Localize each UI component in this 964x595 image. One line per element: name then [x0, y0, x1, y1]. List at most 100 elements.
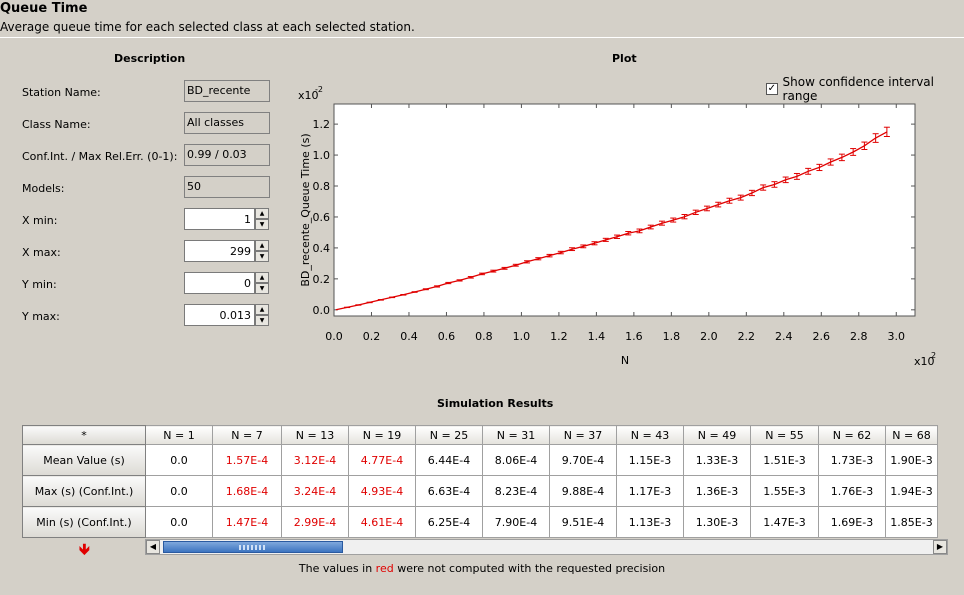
- x-tick-label: 0.8: [475, 330, 493, 343]
- scroll-left-button[interactable]: ◀: [146, 540, 160, 554]
- table-cell[interactable]: 6.44E-4: [415, 444, 483, 476]
- table-cell[interactable]: 8.23E-4: [482, 475, 550, 507]
- show-ci-label: Show confidence interval range: [782, 75, 934, 103]
- table-cell[interactable]: 1.47E-4: [212, 506, 282, 538]
- table-cell[interactable]: 4.61E-4: [348, 506, 416, 538]
- column-header[interactable]: N = 13: [281, 425, 349, 445]
- table-cell[interactable]: 6.25E-4: [415, 506, 483, 538]
- y-multiplier: x10: [298, 89, 319, 102]
- x-min-input[interactable]: 1: [184, 208, 255, 230]
- x-max-down-button[interactable]: ▼: [255, 251, 269, 262]
- x-tick-label: 1.8: [663, 330, 681, 343]
- x-multiplier: x10: [914, 355, 935, 368]
- table-cell[interactable]: 1.76E-3: [818, 475, 886, 507]
- table-cell[interactable]: 7.90E-4: [482, 506, 550, 538]
- table-corner-header: *: [22, 425, 146, 445]
- checkbox-check-icon[interactable]: ✓: [766, 83, 778, 95]
- x-axis-label: N: [621, 354, 629, 367]
- table-cell[interactable]: 1.13E-3: [616, 506, 684, 538]
- table-cell[interactable]: 1.57E-4: [212, 444, 282, 476]
- page-title: Queue Time: [0, 1, 88, 16]
- column-header[interactable]: N = 25: [415, 425, 483, 445]
- table-row: Min (s) (Conf.Int.) 0.0 1.47E-4 2.99E-4 4.61…: [22, 506, 938, 538]
- models-field: 50: [184, 176, 270, 198]
- x-multiplier-exponent: 2: [931, 351, 936, 360]
- y-max-label: Y max:: [22, 310, 60, 323]
- y-min-up-button[interactable]: ▲: [255, 272, 269, 283]
- column-header[interactable]: N = 43: [616, 425, 684, 445]
- row-header[interactable]: Mean Value (s): [22, 444, 146, 476]
- table-cell[interactable]: 2.99E-4: [281, 506, 349, 538]
- table-cell[interactable]: 0.0: [145, 444, 213, 476]
- table-cell[interactable]: 1.69E-3: [818, 506, 886, 538]
- table-row: Mean Value (s) 0.0 1.57E-4 3.12E-4 4.77E-4 6.…: [22, 444, 938, 476]
- y-min-spinner: 0 ▲ ▼: [184, 272, 270, 294]
- table-cell[interactable]: 1.47E-3: [750, 506, 819, 538]
- x-max-up-button[interactable]: ▲: [255, 240, 269, 251]
- y-max-input[interactable]: 0.013: [184, 304, 255, 326]
- conf-int-field: 0.99 / 0.03: [184, 144, 270, 166]
- table-cell[interactable]: 1.33E-3: [683, 444, 751, 476]
- table-horizontal-scrollbar[interactable]: ◀ ▶: [145, 539, 948, 555]
- column-header[interactable]: N = 7: [212, 425, 282, 445]
- scrollbar-grip-icon: [239, 545, 265, 550]
- x-min-down-button[interactable]: ▼: [255, 219, 269, 230]
- scrollbar-thumb[interactable]: [163, 541, 343, 553]
- y-min-down-button[interactable]: ▼: [255, 283, 269, 294]
- scroll-right-button[interactable]: ▶: [933, 540, 947, 554]
- x-min-up-button[interactable]: ▲: [255, 208, 269, 219]
- plot-heading: Plot: [612, 52, 637, 65]
- table-cell[interactable]: 0.0: [145, 506, 213, 538]
- table-row: Max (s) (Conf.Int.) 0.0 1.68E-4 3.24E-4 4.93…: [22, 475, 938, 507]
- x-tick-label: 2.8: [850, 330, 868, 343]
- footnote-red-word: red: [375, 562, 394, 575]
- y-tick-label: 0.6: [313, 211, 331, 224]
- table-cell[interactable]: 0.0: [145, 475, 213, 507]
- table-cell[interactable]: 3.24E-4: [281, 475, 349, 507]
- table-cell[interactable]: 3.12E-4: [281, 444, 349, 476]
- y-tick-label: 0.0: [313, 304, 331, 317]
- column-header[interactable]: N = 55: [750, 425, 819, 445]
- column-header[interactable]: N = 49: [683, 425, 751, 445]
- y-min-input[interactable]: 0: [184, 272, 255, 294]
- row-header[interactable]: Min (s) (Conf.Int.): [22, 506, 146, 538]
- row-header[interactable]: Max (s) (Conf.Int.): [22, 475, 146, 507]
- table-cell[interactable]: 1.68E-4: [212, 475, 282, 507]
- table-cell[interactable]: 8.06E-4: [482, 444, 550, 476]
- table-cell[interactable]: 1.30E-3: [683, 506, 751, 538]
- column-header[interactable]: N = 1: [145, 425, 213, 445]
- y-max-down-button[interactable]: ▼: [255, 315, 269, 326]
- x-tick-label: 0.6: [438, 330, 456, 343]
- table-cell[interactable]: 1.55E-3: [750, 475, 819, 507]
- footnote-text-end: were not computed with the requested pre…: [393, 562, 666, 575]
- table-cell[interactable]: 1.15E-3: [616, 444, 684, 476]
- table-cell[interactable]: 1.51E-3: [750, 444, 819, 476]
- x-tick-label: 2.0: [700, 330, 718, 343]
- y-max-up-button[interactable]: ▲: [255, 304, 269, 315]
- show-ci-checkbox[interactable]: ✓ Show confidence interval range: [766, 75, 964, 103]
- description-heading: Description: [114, 52, 186, 65]
- table-cell[interactable]: 1.73E-3: [818, 444, 886, 476]
- footnote-text: The values in: [298, 562, 376, 575]
- arrow-down-icon: 🡻: [79, 540, 90, 558]
- table-cell[interactable]: 4.93E-4: [348, 475, 416, 507]
- table-cell[interactable]: 6.63E-4: [415, 475, 483, 507]
- table-cell[interactable]: 9.51E-4: [549, 506, 617, 538]
- column-header[interactable]: N = 37: [549, 425, 617, 445]
- column-header[interactable]: N = 68: [885, 425, 938, 445]
- column-header[interactable]: N = 31: [482, 425, 550, 445]
- table-cell[interactable]: 1.36E-3: [683, 475, 751, 507]
- table-cell[interactable]: 1.90E-3: [885, 444, 938, 476]
- x-tick-label: 0.0: [325, 330, 343, 343]
- column-header[interactable]: N = 19: [348, 425, 416, 445]
- table-cell[interactable]: 1.94E-3: [885, 475, 938, 507]
- table-cell[interactable]: 9.88E-4: [549, 475, 617, 507]
- table-cell[interactable]: 1.17E-3: [616, 475, 684, 507]
- table-cell[interactable]: 4.77E-4: [348, 444, 416, 476]
- precision-footnote: The values in red were not computed with…: [0, 562, 964, 575]
- column-header[interactable]: N = 62: [818, 425, 886, 445]
- x-max-input[interactable]: 299: [184, 240, 255, 262]
- table-cell[interactable]: 1.85E-3: [885, 506, 938, 538]
- table-cell[interactable]: 9.70E-4: [549, 444, 617, 476]
- x-tick-label: 0.2: [363, 330, 381, 343]
